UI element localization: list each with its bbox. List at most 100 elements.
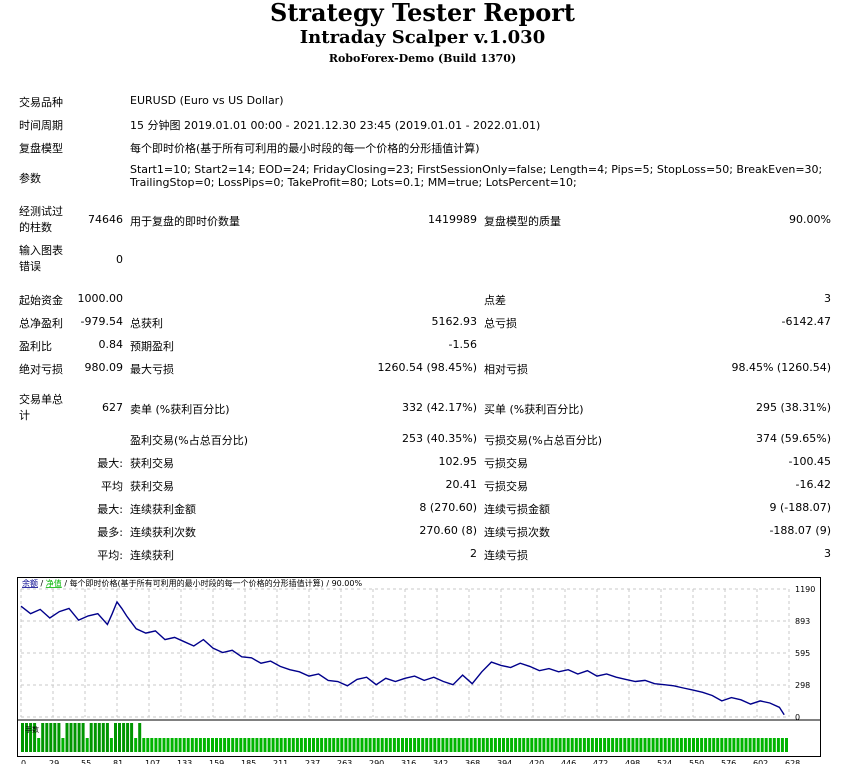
lots-bar [485,738,489,752]
lots-bar [174,738,178,752]
lots-bar [206,738,210,752]
lots-bar [639,738,643,752]
avg-consec-losses-label: 连续亏损 [484,549,528,562]
avg-consec-wins-value: 2 [470,547,477,560]
lots-bar [433,738,437,752]
lots-bar [352,738,356,752]
server-name: RoboForex-Demo (Build 1370) [328,52,517,65]
lots-bar [785,738,788,752]
deposit-label: 起始资金 [19,294,63,307]
lots-bar [425,738,429,752]
lots-bar [590,738,594,752]
x-axis-ticks: 0 29 55 81 107 133 159 185 211 237 263 290 316 342 368… [21,759,800,764]
lots-bar [33,723,37,752]
symbol-value: EURUSD (Euro vs US Dollar) [130,94,284,107]
symbol-label: 交易品种 [19,96,63,109]
short-label: 卖单 (%获利百分比) [130,403,230,416]
short-value: 332 (42.17%) [401,401,477,414]
largest-label: 最大: [97,457,123,470]
lots-bar [97,723,101,752]
lots-bar [477,738,481,752]
lots-bar [126,723,130,752]
lots-bar [619,738,623,752]
lots-bar [134,738,138,752]
long-value: 295 (38.31%) [755,401,831,414]
lots-bar [37,738,41,752]
lots-bar [275,738,279,752]
lots-bar [457,738,461,752]
lots-bar [194,738,198,752]
average-profit-value: 20.41 [445,478,478,491]
ea-name: Intraday Scalper v.1.030 [299,27,546,48]
x-tick-label: 263 [337,759,352,764]
errors-label: 输入图表错误 [19,244,63,273]
lots-bar [267,738,271,752]
lots-bar [202,738,206,752]
lots-bar [542,738,546,752]
avg-consec-wins-label: 连续获利 [130,549,174,562]
lots-bar [364,738,368,752]
largest-loss-label: 亏损交易 [484,457,528,470]
lots-bar [388,738,392,752]
lots-bar [736,738,740,752]
net-value: -979.54 [80,315,123,328]
max-dd-label: 最大亏损 [130,363,174,376]
x-tick-label: 342 [433,759,448,764]
x-tick-label: 55 [81,759,91,764]
lots-bar [356,738,360,752]
period-label: 时间周期 [19,119,63,132]
lots-bar [716,738,720,752]
average-label: 平均 [101,480,123,493]
spread-label: 点差 [484,294,506,307]
x-tick-label: 420 [529,759,544,764]
lots-bar [360,738,364,752]
legend-balance: 余额 [22,578,38,588]
x-tick-label: 550 [689,759,704,764]
x-tick-label: 107 [145,759,160,764]
profit-trades-value: 253 (40.35%) [401,432,477,445]
lots-bar [570,738,574,752]
lots-bar [659,738,663,752]
lots-bar [49,723,53,752]
model-value: 每个即时价格(基于所有可利用的最小时段的每一个价格的分形插值计算) [130,142,480,155]
lots-bar [687,738,691,752]
lots-bar [53,723,57,752]
y-tick-label: 0 [795,713,800,722]
lots-bar [41,723,45,752]
lots-bar [61,738,65,752]
lots-bar [215,738,218,752]
lots-bar [287,738,291,752]
lots-bar [162,738,166,752]
lots-bar [89,723,93,752]
lots-bar [409,738,412,752]
lots-bar [251,738,255,752]
lots-bar [623,738,627,752]
lots-bar [190,738,194,752]
lots-bar [396,738,400,752]
maximal-label: 最多: [97,526,123,539]
lots-bar [186,738,190,752]
lots-bar [546,738,550,752]
lots-bar [166,738,170,752]
lots-label: 手数 [25,725,39,734]
lots-bar [255,738,259,752]
x-tick-label: 159 [209,759,224,764]
payoff-value: -1.56 [448,338,477,351]
lots-bar [655,738,659,752]
lots-bar [469,738,473,752]
lots-bar [324,738,328,752]
lots-bar [473,738,477,752]
lots-bar [522,738,526,752]
gross-profit-value: 5162.93 [431,315,478,328]
maximal-loss-value: -188.07 (9) [769,524,831,537]
lots-bar [586,738,590,752]
lots-bar [708,738,712,752]
lots-bar [348,738,352,752]
profit-trades-label: 盈利交易(%占总百分比) [130,434,249,447]
max-dd-value: 1260.54 (98.45%) [377,361,477,374]
lots-bar [538,738,542,752]
lots-bar [679,738,683,752]
balance-chart: 1190 893 595 298 0 0 29 55 81 107 133 159 185 211 237… [17,577,821,764]
ticks-label: 用于复盘的即时价数量 [130,215,240,228]
lots-bar [756,738,760,752]
